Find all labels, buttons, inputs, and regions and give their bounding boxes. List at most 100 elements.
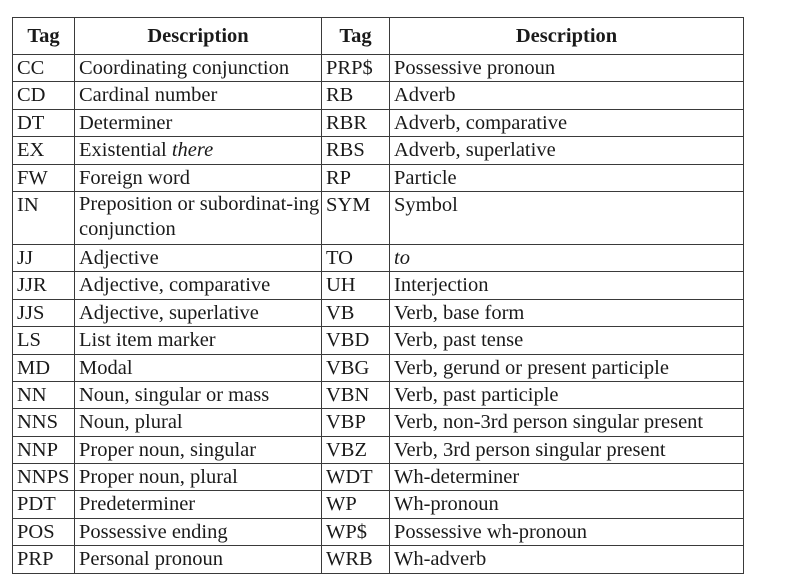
tag-cell-text: VBG — [326, 356, 370, 379]
tag-cell: POS — [12, 517, 75, 547]
description-cell: Wh-adverb — [389, 545, 744, 574]
tag-cell: JJS — [12, 298, 75, 328]
tag-cell: FW — [12, 163, 75, 192]
tag-cell: VB — [321, 298, 390, 328]
description-cell-text: Verb, non-3rd person singular present — [394, 411, 704, 434]
pos-tag-table: Tag Description Tag Description CC Coordi… — [12, 17, 744, 574]
tag-cell: DT — [12, 108, 75, 138]
tag-cell-text: PRP$ — [326, 57, 373, 79]
table-row: JJR Adjective, comparative UH Interjection — [12, 271, 744, 300]
description-cell: Modal — [74, 353, 322, 382]
tag-cell: RP — [321, 163, 390, 192]
table-row: CC Coordinating conjunction PRP$ Possessive… — [12, 53, 744, 83]
description-cell: Wh-pronoun — [389, 490, 744, 519]
description-cell-text: Cardinal number — [79, 84, 218, 107]
description-cell: Interjection — [389, 271, 744, 300]
description-cell-text: Interjection — [394, 274, 489, 297]
tag-cell-text: NN — [17, 383, 47, 406]
tag-cell: VBZ — [321, 435, 390, 465]
tag-cell: UH — [321, 271, 390, 300]
description-cell: Coordinating conjunction — [74, 53, 322, 83]
description-cell-italic-text: to — [394, 246, 410, 269]
header-tag-1: Tag — [12, 17, 75, 55]
description-cell-text: Adverb, comparative — [394, 111, 568, 134]
tag-cell-text: TO — [326, 246, 353, 269]
tag-cell: LS — [12, 326, 75, 355]
table-row: NN Noun, singular or mass VBN Verb, past pa… — [12, 380, 744, 410]
table-row: CD Cardinal number RB Adverb — [12, 81, 744, 110]
header-description-2: Description — [389, 17, 744, 55]
description-cell-text: Proper noun, singular — [79, 438, 257, 461]
header-tag-2: Tag — [321, 17, 390, 55]
description-cell-text: Existential — [79, 139, 172, 162]
table-row: NNPS Proper noun, plural WDT Wh-determiner — [12, 463, 744, 492]
description-cell-text: Modal — [79, 356, 133, 379]
tag-cell-text: PRP — [17, 548, 54, 571]
tag-cell-text: JJS — [17, 301, 45, 324]
tag-cell: CD — [12, 81, 75, 110]
header-description-1: Description — [74, 17, 322, 55]
table-row: NNP Proper noun, singular VBZ Verb, 3rd per… — [12, 435, 744, 465]
description-cell: Verb, past participle — [389, 380, 744, 410]
tag-cell-text: NNP — [17, 438, 59, 461]
tag-cell-text: VBP — [326, 411, 366, 434]
tag-cell-text: DT — [17, 111, 45, 134]
tag-cell: VBP — [321, 408, 390, 437]
table-row: LS List item marker VBD Verb, past tense — [12, 326, 744, 355]
tag-cell: NNPS — [12, 463, 75, 492]
description-cell: List item marker — [74, 326, 322, 355]
description-cell: Verb, non-3rd person singular present — [389, 408, 744, 437]
description-cell-text: Verb, gerund or present participle — [394, 356, 669, 379]
header-row: Tag Description Tag Description — [12, 17, 744, 55]
tag-cell-text: NNS — [17, 411, 59, 434]
tag-cell-text: POS — [17, 520, 55, 543]
tag-cell: VBN — [321, 380, 390, 410]
description-cell-text: List item marker — [79, 329, 216, 352]
tag-cell: SYM — [321, 190, 390, 245]
table-row: FW Foreign word RP Particle — [12, 163, 744, 192]
tag-cell: NNS — [12, 408, 75, 437]
tag-cell: RBS — [321, 136, 390, 165]
tag-cell: WP — [321, 490, 390, 519]
tag-cell-text: VBN — [326, 383, 370, 406]
description-cell-text: Adjective, superlative — [79, 301, 259, 324]
tag-cell-text: EX — [17, 139, 45, 162]
tag-cell-text: SYM — [326, 193, 371, 216]
tag-cell-text: UH — [326, 274, 356, 297]
table-row: PRP Personal pronoun WRB Wh-adverb — [12, 545, 744, 574]
tag-cell-text: IN — [17, 193, 39, 216]
table-row: MD Modal VBG Verb, gerund or present partic… — [12, 353, 744, 382]
description-cell: to — [389, 243, 744, 273]
description-cell: Adjective — [74, 243, 322, 273]
tag-cell: MD — [12, 353, 75, 382]
table-row: PDT Predeterminer WP Wh-pronoun — [12, 490, 744, 519]
description-cell-text: Possessive wh-pronoun — [394, 520, 588, 543]
description-cell: Existential there — [74, 136, 322, 165]
tag-cell-text: CD — [17, 84, 46, 107]
description-cell-text: Determiner — [79, 111, 173, 134]
description-cell-text: Possessive ending — [79, 520, 228, 543]
description-cell-text: Predeterminer — [79, 493, 196, 516]
tag-cell: PRP$ — [321, 53, 390, 83]
description-cell: Possessive pronoun — [389, 53, 744, 83]
tag-cell: NN — [12, 380, 75, 410]
tag-cell: PRP — [12, 545, 75, 574]
tag-cell-text: JJ — [17, 246, 33, 269]
description-cell-text: Wh-pronoun — [394, 493, 499, 516]
description-cell: Personal pronoun — [74, 545, 322, 574]
table-row: IN Preposition or subordinat-ing conjunct… — [12, 190, 744, 245]
description-cell-text: Verb, base form — [394, 301, 525, 324]
tag-cell: JJR — [12, 271, 75, 300]
tag-cell: EX — [12, 136, 75, 165]
tag-cell-text: WP — [326, 493, 357, 516]
description-cell-text: Coordinating conjunction — [79, 57, 290, 79]
description-cell: Proper noun, plural — [74, 463, 322, 492]
tag-cell-text: LS — [17, 329, 41, 352]
table-row: DT Determiner RBR Adverb, comparative — [12, 108, 744, 138]
description-cell-italic-text: there — [171, 139, 214, 162]
table-body: CC Coordinating conjunction PRP$ Possessive… — [12, 53, 744, 574]
tag-cell-text: PDT — [17, 493, 56, 516]
tag-cell: WP$ — [321, 517, 390, 547]
description-cell-text: Noun, plural — [79, 411, 183, 434]
tag-cell-text: VBZ — [326, 438, 367, 461]
